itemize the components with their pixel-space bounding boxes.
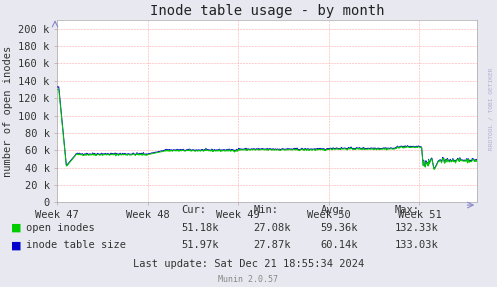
Text: 27.87k: 27.87k (253, 240, 291, 250)
Text: Min:: Min: (253, 205, 278, 215)
Y-axis label: number of open inodes: number of open inodes (2, 46, 13, 177)
Text: Cur:: Cur: (181, 205, 206, 215)
Text: 51.97k: 51.97k (181, 240, 219, 250)
Text: Avg:: Avg: (321, 205, 345, 215)
Text: inode table size: inode table size (26, 240, 126, 250)
Text: Last update: Sat Dec 21 18:55:34 2024: Last update: Sat Dec 21 18:55:34 2024 (133, 259, 364, 269)
Title: Inode table usage - by month: Inode table usage - by month (150, 3, 384, 18)
Text: Munin 2.0.57: Munin 2.0.57 (219, 275, 278, 284)
Text: 60.14k: 60.14k (321, 240, 358, 250)
Text: open inodes: open inodes (26, 223, 94, 233)
Text: RRDTOOL / TOBI OETIKER: RRDTOOL / TOBI OETIKER (489, 68, 494, 150)
Text: Max:: Max: (395, 205, 420, 215)
Text: ■: ■ (11, 240, 21, 250)
Text: 132.33k: 132.33k (395, 223, 439, 233)
Text: 133.03k: 133.03k (395, 240, 439, 250)
Text: ■: ■ (11, 223, 21, 233)
Text: 59.36k: 59.36k (321, 223, 358, 233)
Text: 27.08k: 27.08k (253, 223, 291, 233)
Text: 51.18k: 51.18k (181, 223, 219, 233)
